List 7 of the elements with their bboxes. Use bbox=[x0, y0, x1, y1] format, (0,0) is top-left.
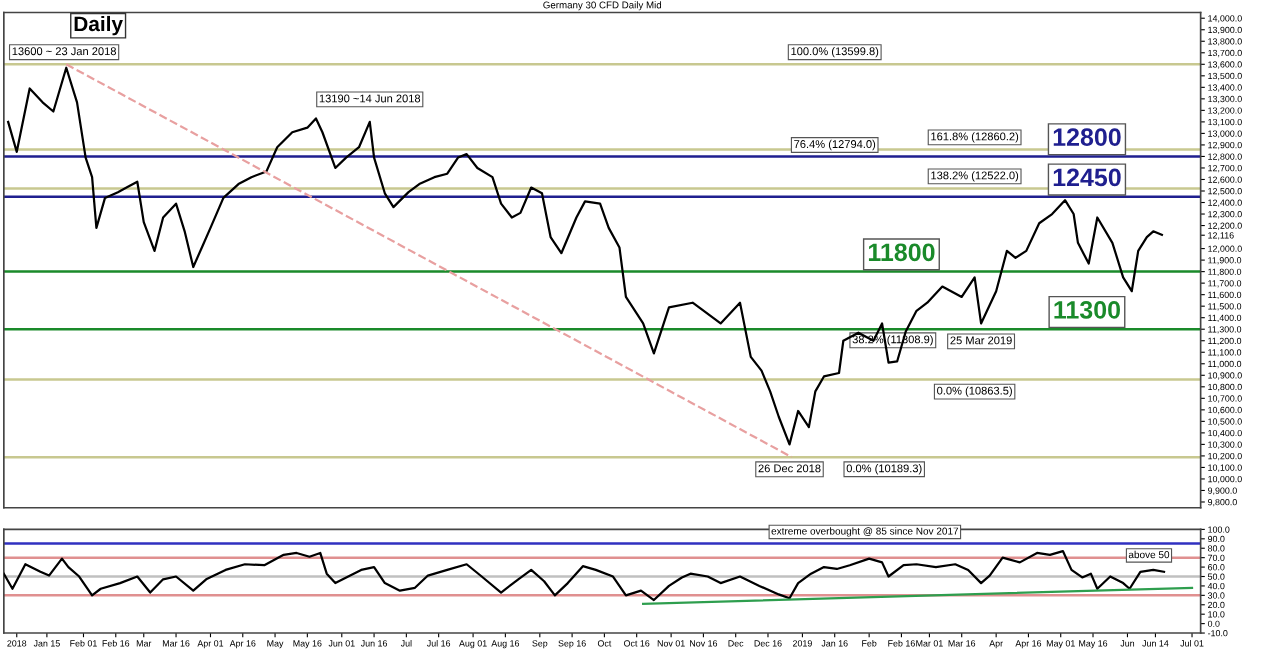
annotation: Daily bbox=[74, 15, 123, 36]
line-series bbox=[3, 549, 1166, 602]
ref-line-label: 12800 bbox=[1053, 128, 1121, 146]
ref-line-label: 12450 bbox=[1053, 168, 1121, 187]
ref-line-label: 11800 bbox=[868, 243, 935, 262]
line-series bbox=[7, 66, 1163, 446]
ref-line-label: 11300 bbox=[1054, 301, 1120, 319]
